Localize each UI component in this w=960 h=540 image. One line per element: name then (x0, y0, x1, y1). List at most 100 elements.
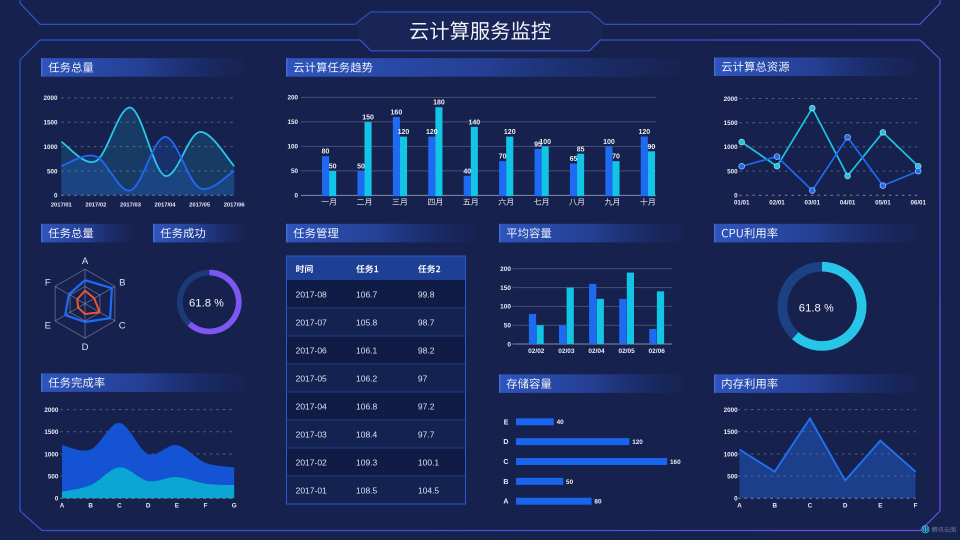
svg-text:B: B (88, 503, 93, 510)
svg-text:D: D (82, 342, 89, 353)
svg-text:D: D (843, 503, 848, 510)
svg-text:90: 90 (648, 144, 656, 151)
svg-text:F: F (45, 277, 51, 288)
svg-text:2017/02: 2017/02 (85, 203, 106, 209)
svg-text:0: 0 (54, 193, 58, 200)
svg-text:A: A (82, 256, 89, 267)
svg-text:200: 200 (287, 95, 298, 102)
svg-text:C: C (503, 459, 508, 466)
svg-text:A: A (60, 503, 65, 510)
svg-text:E: E (878, 503, 882, 510)
svg-text:C: C (808, 503, 813, 510)
svg-text:98.7: 98.7 (418, 317, 435, 327)
svg-text:80: 80 (594, 499, 602, 506)
svg-text:160: 160 (670, 459, 681, 466)
svg-text:1000: 1000 (43, 144, 58, 151)
svg-text:100.1: 100.1 (418, 457, 440, 467)
svg-text:160: 160 (391, 110, 403, 117)
svg-text:97: 97 (418, 373, 428, 383)
svg-text:500: 500 (48, 473, 59, 480)
svg-text:70: 70 (612, 154, 620, 161)
svg-text:100: 100 (603, 139, 615, 146)
svg-text:70: 70 (499, 154, 507, 161)
svg-text:80: 80 (322, 149, 330, 156)
svg-text:200: 200 (500, 266, 511, 273)
svg-text:100: 100 (287, 144, 298, 151)
svg-text:C: C (119, 320, 126, 331)
svg-text:2017-08: 2017-08 (296, 289, 327, 299)
svg-text:%: % (214, 298, 224, 310)
svg-text:02/01: 02/01 (769, 200, 785, 207)
svg-text:%: % (824, 303, 834, 315)
svg-text:99.8: 99.8 (418, 289, 435, 299)
svg-text:B: B (503, 479, 508, 486)
svg-text:97.7: 97.7 (418, 429, 435, 439)
svg-text:40: 40 (557, 419, 565, 426)
svg-text:02/06: 02/06 (649, 348, 666, 355)
svg-text:1000: 1000 (724, 144, 739, 151)
svg-text:2017-01: 2017-01 (296, 485, 327, 495)
svg-text:150: 150 (500, 285, 511, 292)
svg-text:E: E (175, 503, 179, 510)
svg-text:108.4: 108.4 (356, 429, 378, 439)
svg-text:0: 0 (55, 496, 59, 503)
svg-text:F: F (204, 503, 208, 510)
svg-text:61.8: 61.8 (189, 298, 211, 310)
svg-text:2017/05: 2017/05 (189, 203, 211, 209)
svg-text:2000: 2000 (43, 95, 58, 102)
svg-text:120: 120 (632, 439, 643, 446)
svg-text:50: 50 (357, 163, 365, 170)
svg-text:01/01: 01/01 (734, 200, 750, 207)
svg-text:1000: 1000 (724, 451, 739, 458)
svg-text:2017-07: 2017-07 (296, 317, 327, 327)
svg-text:1500: 1500 (724, 429, 739, 436)
svg-text:2017-06: 2017-06 (296, 345, 327, 355)
svg-text:2017/01: 2017/01 (51, 203, 73, 209)
svg-text:1500: 1500 (43, 120, 58, 127)
svg-text:105.8: 105.8 (356, 317, 378, 327)
svg-text:65: 65 (570, 156, 578, 163)
svg-text:500: 500 (47, 168, 58, 175)
svg-text:2017/04: 2017/04 (155, 203, 177, 209)
svg-text:104.5: 104.5 (418, 485, 440, 495)
svg-text:2017/06: 2017/06 (224, 203, 246, 209)
svg-text:100: 100 (500, 304, 511, 311)
svg-text:150: 150 (362, 114, 374, 121)
svg-text:106.7: 106.7 (356, 289, 378, 299)
svg-text:97.2: 97.2 (418, 401, 435, 411)
svg-text:2017-03: 2017-03 (296, 429, 327, 439)
svg-text:120: 120 (638, 129, 650, 136)
svg-text:106.2: 106.2 (356, 373, 378, 383)
svg-text:50: 50 (329, 163, 337, 170)
svg-text:0: 0 (734, 496, 738, 503)
svg-text:95: 95 (534, 141, 542, 148)
svg-text:120: 120 (504, 129, 516, 136)
svg-text:61.8: 61.8 (799, 303, 821, 315)
svg-text:50: 50 (291, 168, 299, 175)
svg-text:500: 500 (727, 473, 738, 480)
svg-text:2000: 2000 (44, 407, 59, 414)
svg-text:E: E (45, 320, 51, 331)
svg-text:2017-05: 2017-05 (296, 373, 327, 383)
svg-text:F: F (914, 503, 918, 510)
svg-text:1000: 1000 (44, 451, 59, 458)
svg-text:05/01: 05/01 (875, 200, 891, 207)
svg-text:2017/03: 2017/03 (120, 203, 142, 209)
svg-text:02/04: 02/04 (588, 348, 605, 355)
svg-text:1500: 1500 (724, 120, 739, 127)
svg-text:85: 85 (577, 146, 585, 153)
svg-text:2000: 2000 (724, 407, 739, 414)
svg-text:500: 500 (727, 168, 738, 175)
svg-text:150: 150 (287, 119, 298, 126)
svg-text:D: D (146, 503, 151, 510)
svg-text:A: A (503, 499, 508, 506)
svg-text:108.5: 108.5 (356, 485, 378, 495)
svg-text:0: 0 (507, 341, 511, 348)
svg-text:06/01: 06/01 (910, 200, 926, 207)
svg-text:120: 120 (426, 129, 438, 136)
svg-text:02/03: 02/03 (558, 348, 575, 355)
svg-text:C: C (117, 503, 122, 510)
svg-text:0: 0 (734, 193, 738, 200)
svg-text:50: 50 (566, 479, 574, 486)
svg-text:1500: 1500 (44, 429, 59, 436)
